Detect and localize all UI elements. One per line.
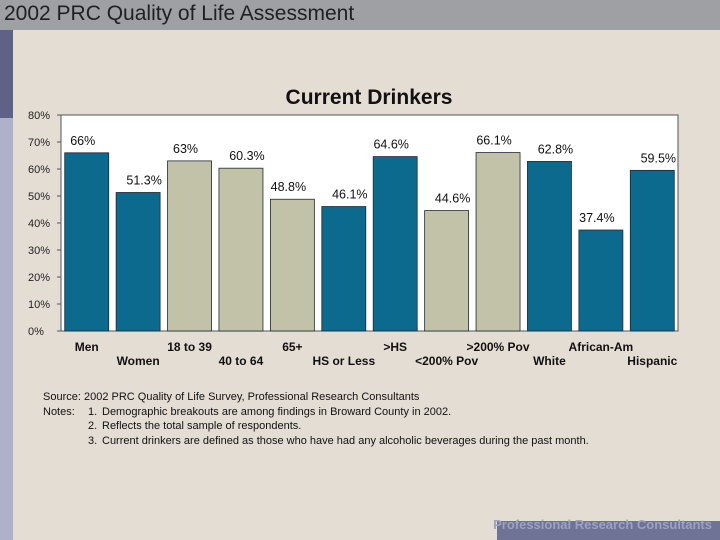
note-row: 2. Reflects the total sample of responde… <box>43 419 589 434</box>
y-tick-label: 0% <box>28 326 44 338</box>
note-text: Demographic breakouts are among findings… <box>102 405 452 418</box>
note-text: Current drinkers are defined as those wh… <box>102 434 589 447</box>
value-labels-group: 66% 51.3% 63% 60.3% 48.8% 46.1% 64.6% 44.6% 66.1… <box>70 134 676 225</box>
y-tick-label: 50% <box>28 191 50 203</box>
bar <box>424 210 470 332</box>
note-row: 3. Current drinkers are defined as those… <box>43 434 589 449</box>
category-label: <200% Pov <box>415 354 478 368</box>
category-label: Women <box>117 354 160 368</box>
bar <box>167 160 212 332</box>
bar <box>64 152 110 332</box>
value-label: 64.6% <box>373 138 408 152</box>
category-label: 18 to 39 <box>167 340 212 354</box>
notes-block: Source: 2002 PRC Quality of Life Survey,… <box>43 390 589 448</box>
y-tick-label: 40% <box>28 218 50 230</box>
bar <box>629 169 675 332</box>
category-label: White <box>533 354 566 368</box>
category-label: Hispanic <box>627 354 677 368</box>
y-tick-label: 20% <box>28 272 50 284</box>
bar <box>475 152 521 332</box>
value-label: 66% <box>70 134 95 148</box>
value-label: 60.3% <box>229 149 264 163</box>
value-label: 48.8% <box>271 180 306 194</box>
left-decor-stripe-dark <box>0 30 13 118</box>
y-tick-label: 70% <box>28 137 50 149</box>
footer-text: Professional Research Consultants <box>493 517 712 532</box>
value-label: 59.5% <box>641 151 676 165</box>
bars-group <box>64 152 675 332</box>
title-bar: 2002 PRC Quality of Life Assessment <box>0 0 720 30</box>
note-number: 1. <box>88 405 98 418</box>
bar <box>269 198 315 332</box>
category-label: 65+ <box>282 340 302 354</box>
value-label: 66.1% <box>476 134 511 148</box>
category-label: HS or Less <box>312 354 375 368</box>
bar <box>372 156 418 332</box>
y-tick-label: 10% <box>28 299 50 311</box>
bar <box>527 161 572 332</box>
source-text: Source: 2002 PRC Quality of Life Survey,… <box>43 391 420 403</box>
value-label: 63% <box>173 142 198 156</box>
y-axis: 0% 10% 20% 30% 40% 50% 60% 70% 80% <box>28 110 61 338</box>
value-label: 51.3% <box>126 173 161 187</box>
footer-box <box>497 521 720 540</box>
bar-chart: Current Drinkers 0% 10% 20% 30% 40% 50% 60% 70%… <box>28 86 679 368</box>
value-label: 37.4% <box>579 211 614 225</box>
bar <box>578 229 624 332</box>
source-line: Source: 2002 PRC Quality of Life Survey,… <box>43 390 589 405</box>
category-label: >200% Pov <box>467 340 530 354</box>
note-number: 3. <box>88 434 98 447</box>
y-tick-label: 30% <box>28 245 50 257</box>
note-row: Notes: 1. Demographic breakouts are amon… <box>43 405 589 420</box>
category-label: African-Am <box>569 340 634 354</box>
slide-title: 2002 PRC Quality of Life Assessment <box>4 2 355 25</box>
chart-title: Current Drinkers <box>286 86 453 109</box>
bar <box>218 167 264 332</box>
notes-label: Notes: <box>43 405 75 418</box>
note-number: 2. <box>88 420 98 432</box>
note-text: Reflects the total sample of respondents… <box>102 420 302 432</box>
left-decor-stripe <box>0 30 13 540</box>
value-label: 62.8% <box>538 142 573 156</box>
y-tick-label: 80% <box>28 110 50 122</box>
value-label: 44.6% <box>435 192 470 206</box>
category-label: 40 to 64 <box>219 354 264 368</box>
bar <box>321 206 367 332</box>
bar <box>115 192 161 332</box>
category-labels-group: Men Women 18 to 39 40 to 64 65+ HS or Less >HS… <box>75 340 678 368</box>
value-label: 46.1% <box>332 188 367 202</box>
y-tick-label: 60% <box>28 164 50 176</box>
category-label: Men <box>75 340 99 354</box>
category-label: >HS <box>383 340 407 354</box>
